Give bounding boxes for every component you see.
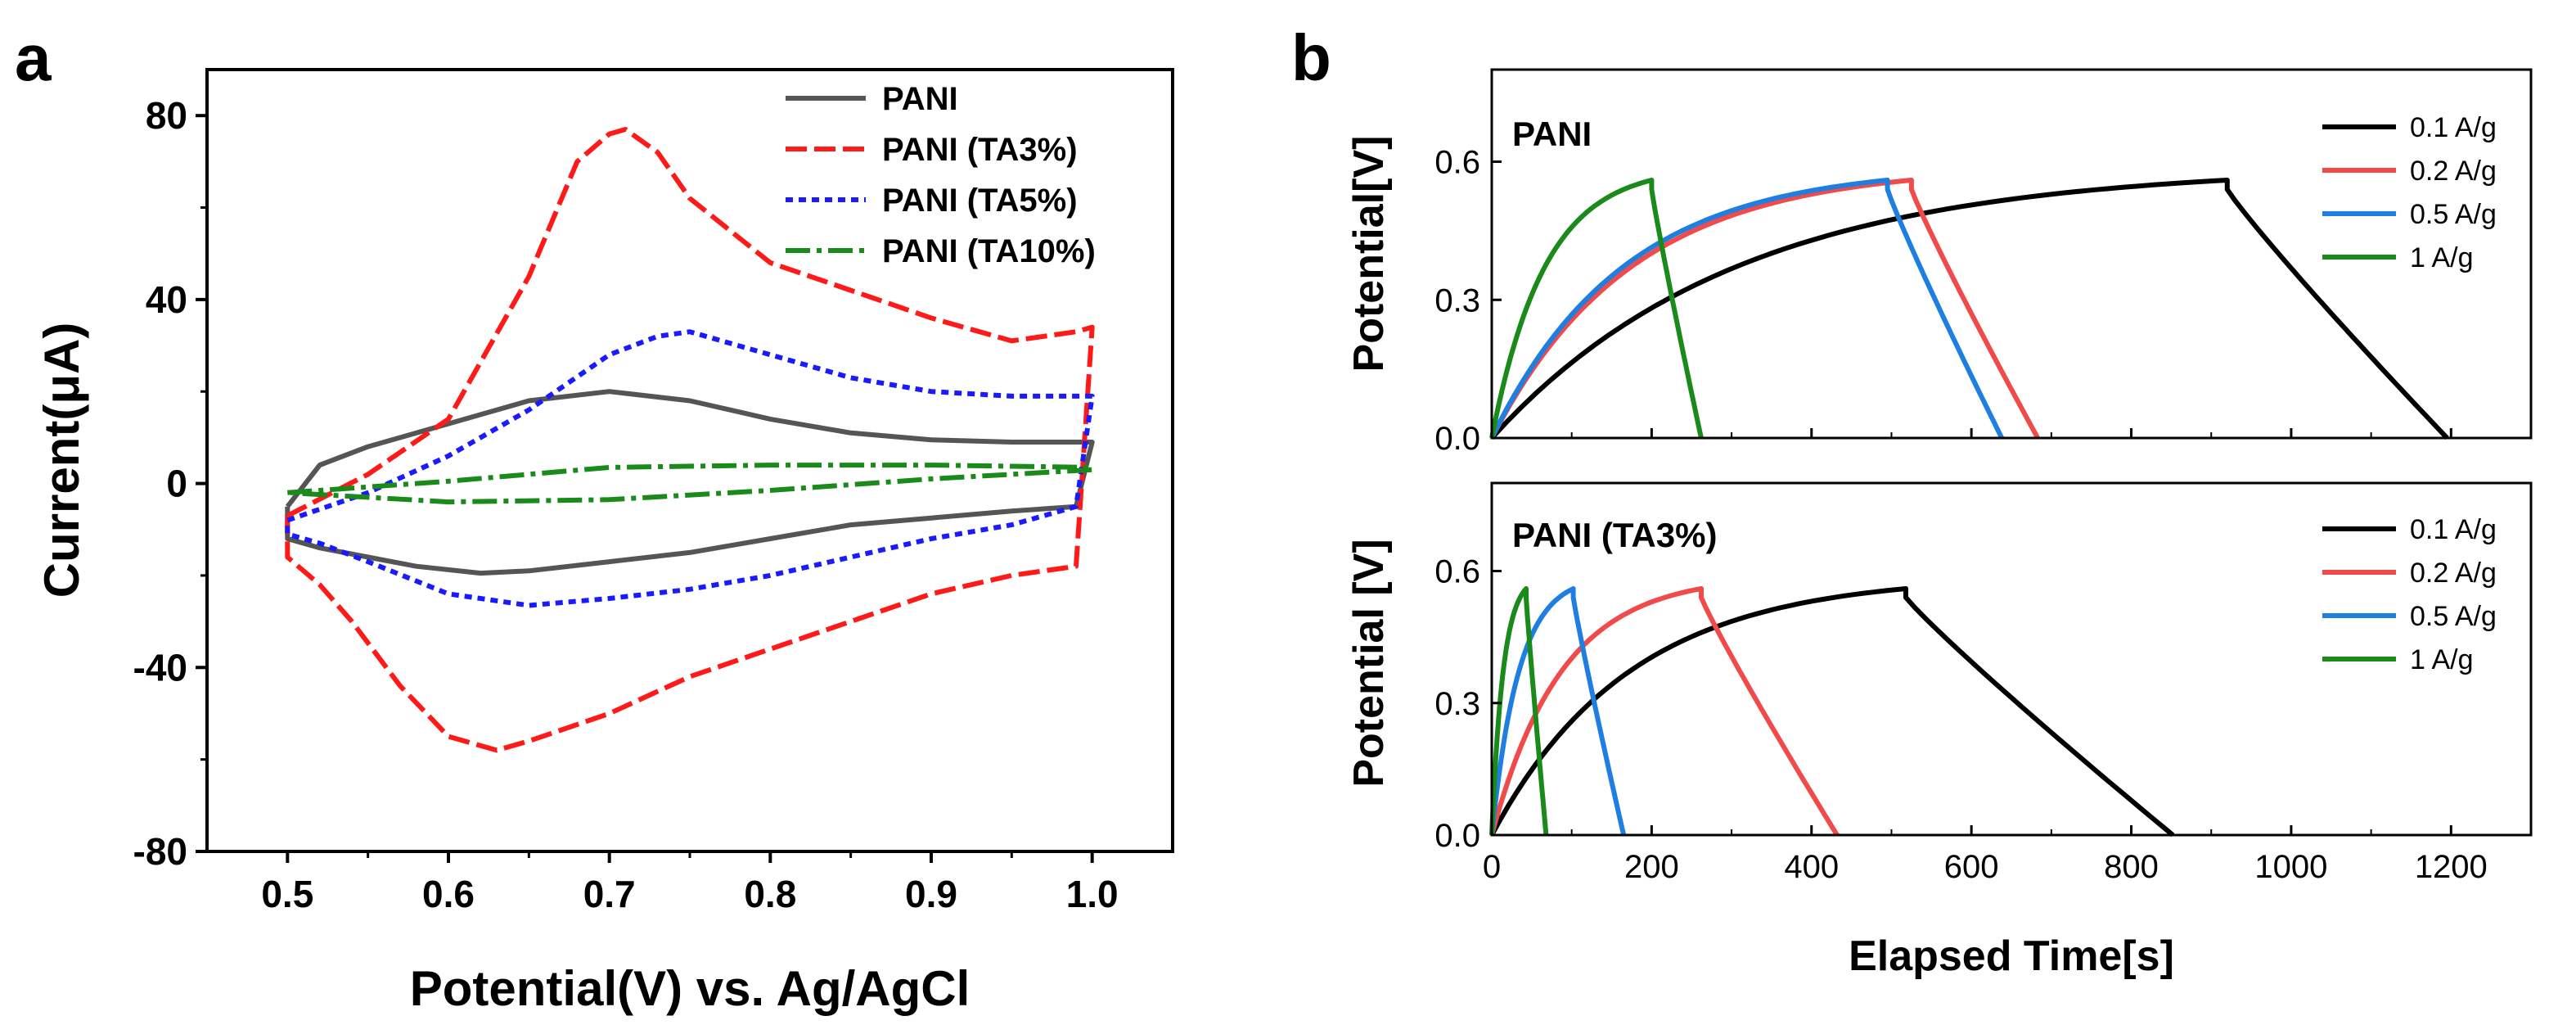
gcd-ta3-x-tick-label: 600 <box>1944 849 1999 885</box>
cv-x-tick-label: 0.5 <box>261 873 313 915</box>
cv-x-tick-label: 0.8 <box>744 873 796 915</box>
gcd-ta3-y-axis-title: Potential [V] <box>1345 539 1393 787</box>
gcd-ta3-line-0-2-a-g <box>1489 586 1840 837</box>
cv-legend-label-pani-ta3: PANI (TA3%) <box>882 132 1078 168</box>
cv-legend-label-pani: PANI <box>882 81 958 117</box>
gcd-ta3-legend-label-0-5-a-g: 0.5 A/g <box>2410 601 2497 632</box>
gcd-chart-pani: 0.0 0.3 0.6 PANI Potential[V] 0.1 A/g 0.2 A… <box>1345 68 2533 457</box>
gcd-ta3-line-1-a-g <box>1489 586 1549 836</box>
gcd-ta3-series-group <box>1489 586 2175 838</box>
cv-line-pani-ta5 <box>285 329 1095 608</box>
cv-axis-ticks: 0.5 0.6 0.7 0.8 0.9 1.0 -80 -40 0 40 80 <box>133 94 1119 915</box>
cv-y-tick-label: 40 <box>146 278 187 321</box>
gcd-pani-legend-label-0-1-a-g: 0.1 A/g <box>2410 112 2497 143</box>
gcd-ta3-x-tick-label: 800 <box>2104 849 2159 885</box>
gcd-pani-series-group <box>1489 178 2449 440</box>
cv-x-tick-label: 0.9 <box>905 873 957 915</box>
gcd-pani-axis-ticks: 0.0 0.3 0.6 <box>1434 145 2452 457</box>
panel-b-letter: b <box>1291 21 1331 94</box>
cv-legend-label-pani-ta10: PANI (TA10%) <box>882 233 1096 269</box>
cv-y-axis-title: Current(μA) <box>34 323 89 598</box>
gcd-pani-plot-frame <box>1490 68 2533 440</box>
gcd-ta3-legend: 0.1 A/g 0.2 A/g 0.5 A/g 1 A/g <box>2322 514 2497 675</box>
cv-line-pani-ta10 <box>287 463 1095 505</box>
gcd-pani-line-1-a-g <box>1489 178 1704 439</box>
gcd-ta3-x-tick-label: 400 <box>1784 849 1839 885</box>
cv-legend: PANI PANI (TA3%) PANI (TA5%) PANI (TA10%) <box>786 81 1096 269</box>
gcd-pani-legend: 0.1 A/g 0.2 A/g 0.5 A/g 1 A/g <box>2322 112 2497 273</box>
cv-series-group <box>285 127 1095 753</box>
gcd-pani-y-tick-label: 0.3 <box>1434 282 1480 318</box>
cv-x-tick-label: 0.7 <box>583 873 636 915</box>
cv-y-tick-label: -40 <box>133 646 187 689</box>
gcd-pani-y-tick-label: 0.0 <box>1434 421 1480 457</box>
gcd-ta3-inset-label: PANI (TA3%) <box>1512 516 1717 554</box>
cv-x-tick-label: 0.6 <box>422 873 475 915</box>
cv-x-tick-label: 1.0 <box>1066 873 1119 915</box>
gcd-ta3-x-tick-label: 0 <box>1483 849 1501 885</box>
gcd-ta3-x-tick-label: 1000 <box>2254 849 2327 885</box>
gcd-pani-legend-label-1-a-g: 1 A/g <box>2410 242 2474 273</box>
gcd-ta3-y-tick-label: 0.3 <box>1434 686 1480 722</box>
gcd-pani-y-tick-label: 0.6 <box>1434 145 1480 181</box>
gcd-ta3-plot-frame <box>1490 481 2533 837</box>
gcd-pani-y-axis-title: Potential[V] <box>1345 136 1393 373</box>
panel-a-letter: a <box>15 21 52 94</box>
cv-y-tick-label: 0 <box>166 463 187 505</box>
gcd-pani-line-0-1-a-g <box>1489 178 2449 440</box>
cv-legend-label-pani-ta5: PANI (TA5%) <box>882 183 1078 219</box>
gcd-pani-inset-label: PANI <box>1512 115 1592 153</box>
gcd-ta3-x-tick-label: 200 <box>1624 849 1679 885</box>
gcd-ta3-line-0-1-a-g <box>1489 586 2175 838</box>
gcd-ta3-legend-label-0-2-a-g: 0.2 A/g <box>2410 558 2497 589</box>
gcd-ta3-legend-label-1-a-g: 1 A/g <box>2410 644 2474 675</box>
gcd-ta3-axis-ticks: 0 200 400 600 800 1000 1200 0.0 0.3 0.6 <box>1434 554 2487 886</box>
cv-chart: 0.5 0.6 0.7 0.8 0.9 1.0 -80 -40 0 40 80 Potential(… <box>34 68 1174 1016</box>
gcd-pani-legend-label-0-2-a-g: 0.2 A/g <box>2410 156 2497 187</box>
gcd-ta3-x-tick-label: 1200 <box>2415 849 2488 885</box>
gcd-ta3-y-tick-label: 0.0 <box>1434 818 1480 854</box>
gcd-pani-line-0-2-a-g <box>1489 178 2040 440</box>
gcd-ta3-line-0-5-a-g <box>1489 586 1627 836</box>
cv-y-tick-label: 80 <box>146 94 187 137</box>
gcd-pani-line-0-5-a-g <box>1489 178 2004 440</box>
gcd-ta3-legend-label-0-1-a-g: 0.1 A/g <box>2410 514 2497 545</box>
cv-x-axis-title: Potential(V) vs. Ag/AgCl <box>410 961 971 1016</box>
gcd-x-axis-title: Elapsed Time[s] <box>1849 932 2174 980</box>
gcd-pani-legend-label-0-5-a-g: 0.5 A/g <box>2410 199 2497 230</box>
cv-y-tick-label: -80 <box>133 830 187 873</box>
gcd-ta3-y-tick-label: 0.6 <box>1434 554 1480 590</box>
gcd-chart-pani-ta3: 0 200 400 600 800 1000 1200 0.0 0.3 0.6 PANI (TA3… <box>1345 481 2533 980</box>
cv-line-pani <box>285 389 1095 576</box>
